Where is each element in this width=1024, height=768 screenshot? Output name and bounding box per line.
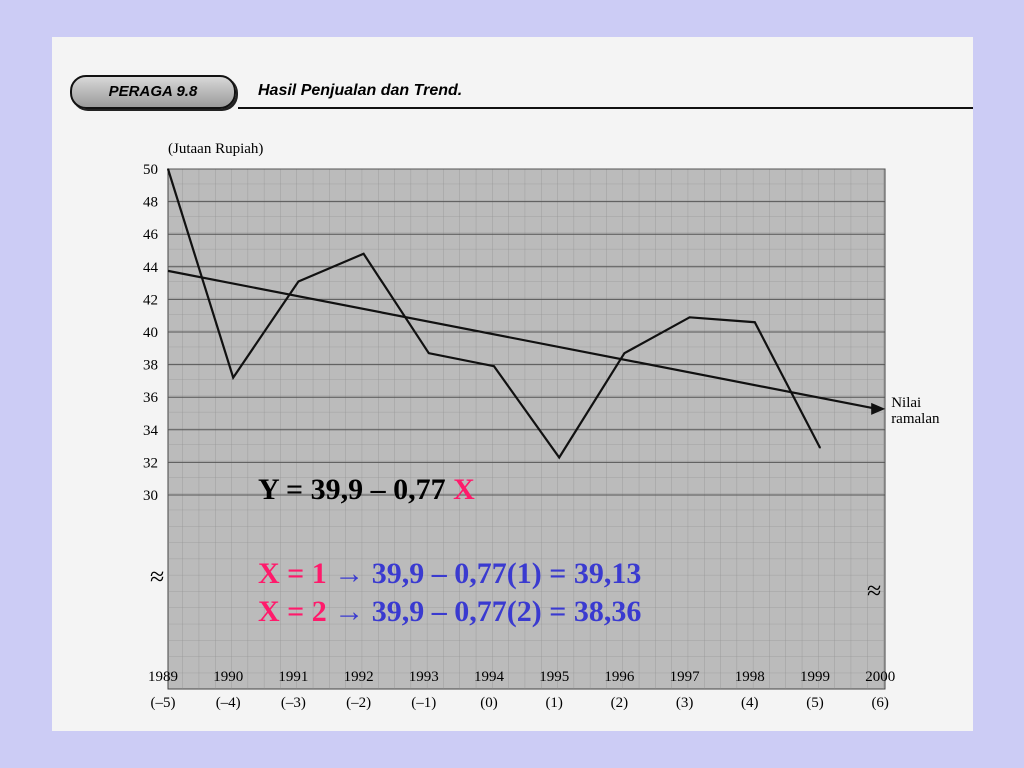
forecast-1-x: X = 1 (258, 557, 327, 590)
trend-equation-prefix: Y = 39,9 – 0,77 (258, 473, 454, 506)
sales-point (297, 280, 300, 283)
forecast-1-result: 39,9 – 0,77(1) = 39,13 (364, 557, 642, 590)
x-tick-year: 1996 (604, 669, 635, 685)
x-tick-code: (1) (545, 695, 563, 711)
y-tick-label: 40 (143, 325, 158, 341)
sales-point (558, 456, 560, 459)
slide: PERAGA 9.8 Hasil Penjualan dan Trend. 50… (52, 37, 973, 731)
axis-break-left-icon: ≈ (150, 562, 164, 591)
x-tick-code: (4) (741, 695, 759, 711)
sales-point (232, 376, 234, 379)
y-tick-label: 34 (143, 423, 159, 439)
header-rule (238, 107, 973, 109)
x-tick-year: 1989 (148, 669, 178, 685)
trend-label-line: ramalan (891, 411, 940, 427)
x-tick-year: 1992 (344, 669, 374, 685)
x-tick-year: 1993 (409, 669, 439, 685)
trend-equation: Y = 39,9 – 0,77 X (258, 473, 475, 507)
x-tick-code: (2) (611, 695, 629, 711)
y-tick-label: 30 (143, 488, 158, 504)
y-tick-label: 42 (143, 292, 158, 308)
x-tick-code: (6) (871, 695, 889, 711)
sales-point (167, 168, 169, 170)
figure-title: Hasil Penjualan dan Trend. (258, 82, 463, 99)
x-tick-year: 1997 (670, 669, 701, 685)
trend-arrowhead-icon (871, 402, 886, 415)
sales-point (819, 446, 821, 449)
y-tick-label: 48 (143, 195, 158, 211)
y-tick-label: 50 (143, 162, 158, 178)
trend-label-line: Nilai (891, 395, 921, 411)
x-tick-year: 1991 (278, 669, 308, 685)
x-tick-year: 1995 (539, 669, 569, 685)
x-tick-code: (–4) (216, 695, 241, 711)
y-tick-label: 32 (143, 455, 158, 471)
sales-point (362, 252, 365, 255)
forecast-2-x: X = 2 (258, 595, 327, 628)
x-tick-code: (3) (676, 695, 694, 711)
x-tick-code: (0) (480, 695, 498, 711)
forecast-line-2: X = 2 → 39,9 – 0,77(2) = 38,36 (258, 595, 641, 629)
x-tick-code: (–5) (151, 695, 176, 711)
x-tick-code: (5) (806, 695, 824, 711)
axis-break-right-icon: ≈ (867, 576, 881, 605)
forecast-line-1: X = 1 → 39,9 – 0,77(1) = 39,13 (258, 557, 641, 591)
y-axis-label: (Jutaan Rupiah) (168, 141, 263, 157)
y-tick-label: 38 (143, 358, 158, 374)
x-tick-year: 1998 (735, 669, 765, 685)
major-gridlines (168, 168, 885, 496)
trend-equation-var: X (453, 473, 475, 506)
forecast-2-result: 39,9 – 0,77(2) = 38,36 (364, 595, 642, 628)
sales-point (493, 365, 495, 368)
figure-header: PERAGA 9.8 Hasil Penjualan dan Trend. (70, 75, 973, 111)
trend-series-line (167, 269, 878, 411)
x-tick-year: 1999 (800, 669, 830, 685)
series-layer (166, 168, 886, 460)
y-tick-label: 44 (143, 260, 159, 276)
x-axis-ticks: 1989 (–5) 1990 (–4) 1991 (–3) 1992 (–2) 1993 (–1)… (148, 669, 895, 711)
sales-point (623, 352, 626, 354)
x-tick-code: (–1) (411, 695, 436, 711)
arrow-right-icon: → (334, 595, 365, 628)
x-tick-year: 1990 (213, 669, 243, 685)
y-axis-ticks: 50 48 46 44 42 40 38 36 34 32 30 (143, 162, 159, 504)
x-tick-code: (–3) (281, 695, 306, 711)
plot-grid (168, 169, 885, 689)
y-tick-label: 46 (143, 227, 159, 243)
sales-point (428, 352, 430, 354)
x-tick-code: (–2) (346, 695, 371, 711)
sales-point (754, 321, 756, 324)
sales-point (688, 316, 691, 319)
arrow-right-icon: → (334, 557, 365, 590)
y-tick-label: 36 (143, 390, 159, 406)
figure-badge: PERAGA 9.8 (70, 75, 236, 109)
x-tick-year: 1994 (474, 669, 505, 685)
x-tick-year: 2000 (865, 669, 895, 685)
